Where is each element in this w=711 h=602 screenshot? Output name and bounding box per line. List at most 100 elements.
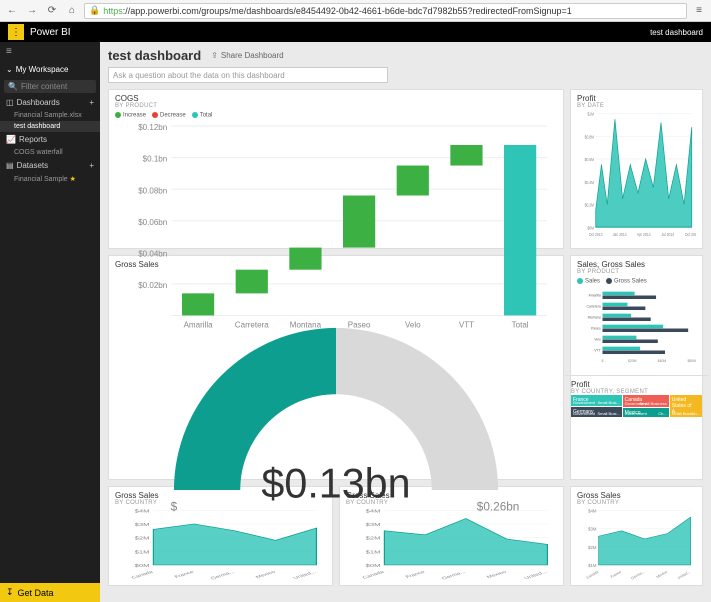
svg-text:Canada: Canada (131, 570, 156, 580)
app-launcher-icon[interactable]: ⋮⋮⋮ (8, 24, 24, 40)
svg-text:$0M: $0M (135, 564, 150, 569)
menu-button[interactable]: ≡ (691, 3, 707, 19)
reload-button[interactable]: ⟳ (44, 3, 60, 19)
svg-text:Jan 2014: Jan 2014 (613, 232, 628, 238)
url-bar[interactable]: 🔒 https://app.powerbi.com/groups/me/dash… (84, 3, 687, 19)
svg-text:United...: United... (523, 570, 549, 581)
tile-sales-stack: Sales, Gross Sales BY PRODUCT SalesGross… (570, 255, 703, 480)
app-name: Power BI (30, 27, 71, 38)
nav-dashboard-item[interactable]: Financial Sample.xlsx (0, 110, 100, 121)
workspace-label: My Workspace (16, 65, 69, 74)
svg-text:Canada: Canada (586, 569, 600, 579)
svg-text:$0.1bn: $0.1bn (143, 154, 168, 163)
svg-text:$: $ (171, 501, 178, 514)
sales-legend: SalesGross Sales (577, 278, 696, 285)
app-topbar: ⋮⋮⋮ Power BI test dashboard (0, 22, 711, 42)
tile-profit-treemap[interactable]: Profit BY COUNTRY, SEGMENT FranceGovernm… (565, 375, 708, 479)
tile-sales-bars[interactable]: Sales, Gross Sales BY PRODUCT SalesGross… (571, 256, 702, 373)
svg-text:Apr 2014: Apr 2014 (637, 232, 651, 238)
svg-text:Mexico: Mexico (255, 570, 277, 580)
sales-chart: AmarillaCarreteraMontanaPaseoVeloVTT$$20… (577, 288, 696, 366)
svg-text:Oct 2013: Oct 2013 (589, 232, 603, 238)
svg-text:Oct 2014: Oct 2014 (685, 232, 696, 238)
back-button[interactable]: ← (4, 3, 20, 19)
gauge-chart: $0.13bn$$0.26bn (115, 269, 557, 534)
nav-datasets-label: Datasets (17, 161, 49, 170)
workspace-selector[interactable]: ⌄My Workspace (0, 61, 100, 78)
star-icon: ★ (70, 176, 76, 183)
nav-reports-label: Reports (19, 135, 47, 144)
svg-text:$0.8M: $0.8M (585, 134, 594, 140)
svg-text:France: France (405, 570, 427, 579)
search-icon: 🔍 (8, 82, 18, 91)
get-data-button[interactable]: ↧Get Data (0, 583, 100, 602)
svg-text:Mexico: Mexico (656, 570, 668, 579)
svg-text:$1M: $1M (366, 550, 381, 555)
svg-text:Jul 2014: Jul 2014 (661, 232, 674, 238)
url-rest: ://app.powerbi.com/groups/me/dashboards/… (123, 6, 572, 16)
svg-text:VTT: VTT (594, 348, 601, 352)
topbar-dashboard-name[interactable]: test dashboard (650, 28, 703, 37)
svg-text:$: $ (602, 358, 604, 362)
svg-text:$4M: $4M (588, 508, 597, 513)
share-label: Share Dashboard (221, 51, 284, 60)
nav-toggle-icon[interactable]: ≡ (0, 42, 100, 61)
share-icon: ⇪ (211, 51, 218, 60)
add-dashboard-icon[interactable]: + (89, 98, 94, 107)
tile-title: COGS (115, 94, 557, 103)
lock-icon: 🔒 (89, 5, 100, 16)
tile-cogs[interactable]: COGS BY PRODUCT IncreaseDecreaseTotal $0… (108, 89, 564, 249)
svg-text:Montana: Montana (588, 315, 602, 319)
dashboard-canvas: test dashboard ⇪Share Dashboard Ask a qu… (100, 42, 711, 602)
svg-text:$0.6M: $0.6M (585, 157, 594, 163)
forward-button[interactable]: → (24, 3, 40, 19)
svg-text:$50M: $50M (688, 358, 696, 362)
tile-title: Gross Sales (577, 491, 696, 500)
tile-gross-gauge[interactable]: Gross Sales $0.13bn$$0.26bn (108, 255, 564, 480)
share-button[interactable]: ⇪Share Dashboard (211, 51, 283, 60)
svg-text:France: France (610, 570, 622, 579)
svg-text:Germa...: Germa... (630, 570, 645, 581)
svg-text:Germa...: Germa... (210, 570, 237, 581)
svg-text:$1M: $1M (588, 563, 597, 568)
svg-text:Carretera: Carretera (586, 304, 601, 308)
svg-text:$2M: $2M (588, 545, 597, 550)
dataset-icon: ▤ (6, 161, 14, 170)
nav-dashboards-header[interactable]: ◫Dashboards + (0, 95, 100, 110)
nav-dataset-label: Financial Sample (14, 176, 68, 183)
tile-profit-date[interactable]: Profit BY DATE $1M$0.8M$0.6M$0.4M$0.2M$0… (570, 89, 703, 249)
browser-toolbar: ← → ⟳ ⌂ 🔒 https://app.powerbi.com/groups… (0, 0, 711, 22)
report-icon: 📈 (6, 135, 16, 144)
nav-report-item[interactable]: COGS waterfall (0, 147, 100, 158)
tile-title: Profit (577, 94, 696, 103)
svg-text:$2M: $2M (366, 536, 381, 541)
nav-dashboard-item-active[interactable]: test dashboard (0, 121, 100, 132)
svg-text:$0M: $0M (587, 225, 594, 231)
svg-text:France: France (174, 570, 196, 579)
add-dataset-icon[interactable]: + (89, 161, 94, 170)
nav-reports-header[interactable]: 📈Reports (0, 132, 100, 147)
tile-title: Sales, Gross Sales (577, 260, 696, 269)
svg-text:$0.08bn: $0.08bn (138, 186, 167, 195)
svg-text:$1M: $1M (135, 550, 150, 555)
svg-text:$0M: $0M (366, 564, 381, 569)
tile-title: Profit (571, 380, 702, 389)
cogs-legend: IncreaseDecreaseTotal (115, 112, 557, 119)
svg-text:Amarilla: Amarilla (589, 293, 602, 297)
tile-gross-country-3[interactable]: Gross Sales BY COUNTRY $4M$3M$2M$1MCanad… (570, 486, 703, 586)
nav-dataset-item[interactable]: Financial Sample ★ (0, 173, 100, 185)
get-data-label: Get Data (18, 588, 54, 598)
filter-input[interactable]: 🔍Filter content (4, 80, 96, 93)
dashboard-icon: ◫ (6, 98, 14, 107)
filter-placeholder: Filter content (21, 82, 67, 91)
svg-text:$1M: $1M (587, 111, 594, 117)
nav-datasets-header[interactable]: ▤Datasets + (0, 158, 100, 173)
treemap-chart: FranceGovernmentSmall Busi...GermanyGove… (571, 395, 702, 417)
svg-text:Canada: Canada (362, 570, 387, 580)
svg-text:$0.2M: $0.2M (585, 202, 594, 208)
svg-text:$0.26bn: $0.26bn (477, 501, 520, 514)
chevron-down-icon: ⌄ (6, 65, 13, 74)
qna-input[interactable]: Ask a question about the data on this da… (108, 67, 388, 83)
home-button[interactable]: ⌂ (64, 3, 80, 19)
tile-subtitle: BY PRODUCT (115, 103, 557, 109)
